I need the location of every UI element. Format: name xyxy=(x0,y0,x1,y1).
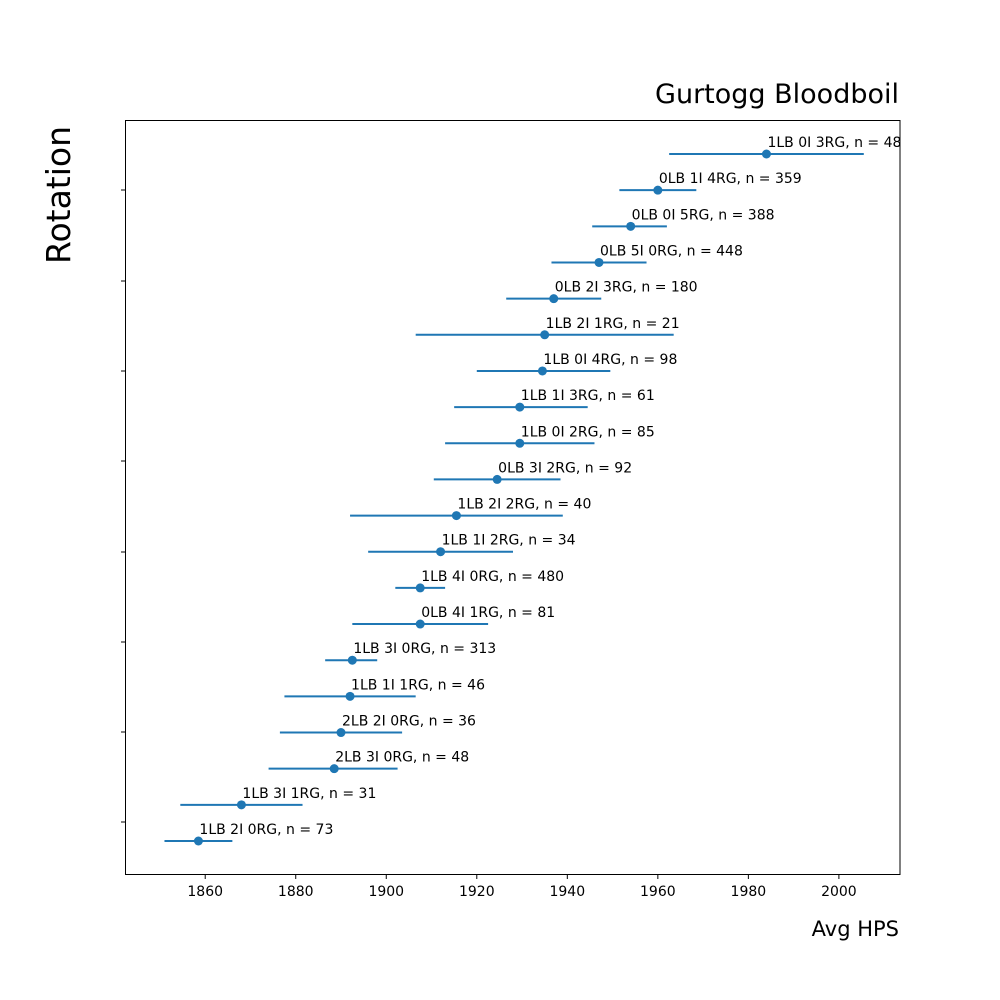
data-point xyxy=(549,294,559,304)
data-point xyxy=(626,221,636,231)
point-label: 1LB 2I 1RG, n = 21 xyxy=(546,316,680,332)
data-point xyxy=(415,619,425,629)
data-point xyxy=(492,474,502,484)
plot-frame xyxy=(125,120,901,875)
x-tick-label: 1940 xyxy=(549,884,585,900)
x-tick-label: 1860 xyxy=(187,884,223,900)
point-label: 0LB 4I 1RG, n = 81 xyxy=(421,605,555,621)
chart-title: Gurtogg Bloodboil xyxy=(655,79,899,110)
data-point xyxy=(761,149,771,159)
data-point xyxy=(345,691,355,701)
data-point xyxy=(415,583,425,593)
point-label: 1LB 1I 3RG, n = 61 xyxy=(521,388,655,404)
data-point xyxy=(193,836,203,846)
data-point xyxy=(347,655,357,665)
point-label: 2LB 2I 0RG, n = 36 xyxy=(342,714,476,730)
data-series: 1LB 0I 3RG, n = 48 0LB 1I 4RG, n = 359 0LB… xyxy=(164,135,901,846)
x-tick-label: 1900 xyxy=(368,884,404,900)
point-label: 0LB 3I 2RG, n = 92 xyxy=(498,460,632,476)
point-label: 1LB 1I 1RG, n = 46 xyxy=(351,677,485,693)
y-axis-label: Rotation xyxy=(39,126,78,264)
x-tick-label: 1980 xyxy=(731,884,767,900)
data-point xyxy=(540,330,550,340)
data-point xyxy=(451,511,461,521)
x-ticks: 1860 1880 1900 1920 1940 1960 1980 2000 xyxy=(187,874,857,900)
point-label: 1LB 0I 2RG, n = 85 xyxy=(521,424,655,440)
point-label: 0LB 0I 5RG, n = 388 xyxy=(632,207,775,223)
point-label: 1LB 0I 3RG, n = 48 xyxy=(767,135,901,151)
y-ticks xyxy=(121,189,126,823)
data-point xyxy=(236,800,246,810)
x-tick-label: 1960 xyxy=(640,884,676,900)
point-label: 1LB 3I 0RG, n = 313 xyxy=(353,641,496,657)
data-point xyxy=(515,438,525,448)
point-label: 1LB 2I 0RG, n = 73 xyxy=(199,822,333,838)
point-label: 1LB 0I 4RG, n = 98 xyxy=(543,352,677,368)
point-label: 1LB 2I 2RG, n = 40 xyxy=(457,497,591,513)
point-label: 1LB 1I 2RG, n = 34 xyxy=(442,533,576,549)
point-label: 1LB 4I 0RG, n = 480 xyxy=(421,569,564,585)
data-point xyxy=(653,185,663,195)
data-point xyxy=(336,728,346,738)
data-point xyxy=(594,257,604,267)
data-point xyxy=(436,547,446,557)
point-label: 0LB 1I 4RG, n = 359 xyxy=(659,171,802,187)
point-label: 2LB 3I 0RG, n = 48 xyxy=(335,750,469,766)
x-tick-label: 1920 xyxy=(459,884,495,900)
point-label: 0LB 5I 0RG, n = 448 xyxy=(600,243,743,259)
x-tick-label: 1880 xyxy=(278,884,314,900)
data-point xyxy=(329,764,339,774)
data-point xyxy=(537,366,547,376)
x-tick-label: 2000 xyxy=(821,884,857,900)
point-label: 1LB 3I 1RG, n = 31 xyxy=(242,786,376,802)
data-point xyxy=(515,402,525,412)
point-label: 0LB 2I 3RG, n = 180 xyxy=(555,280,698,296)
x-axis-label: Avg HPS xyxy=(812,917,899,941)
